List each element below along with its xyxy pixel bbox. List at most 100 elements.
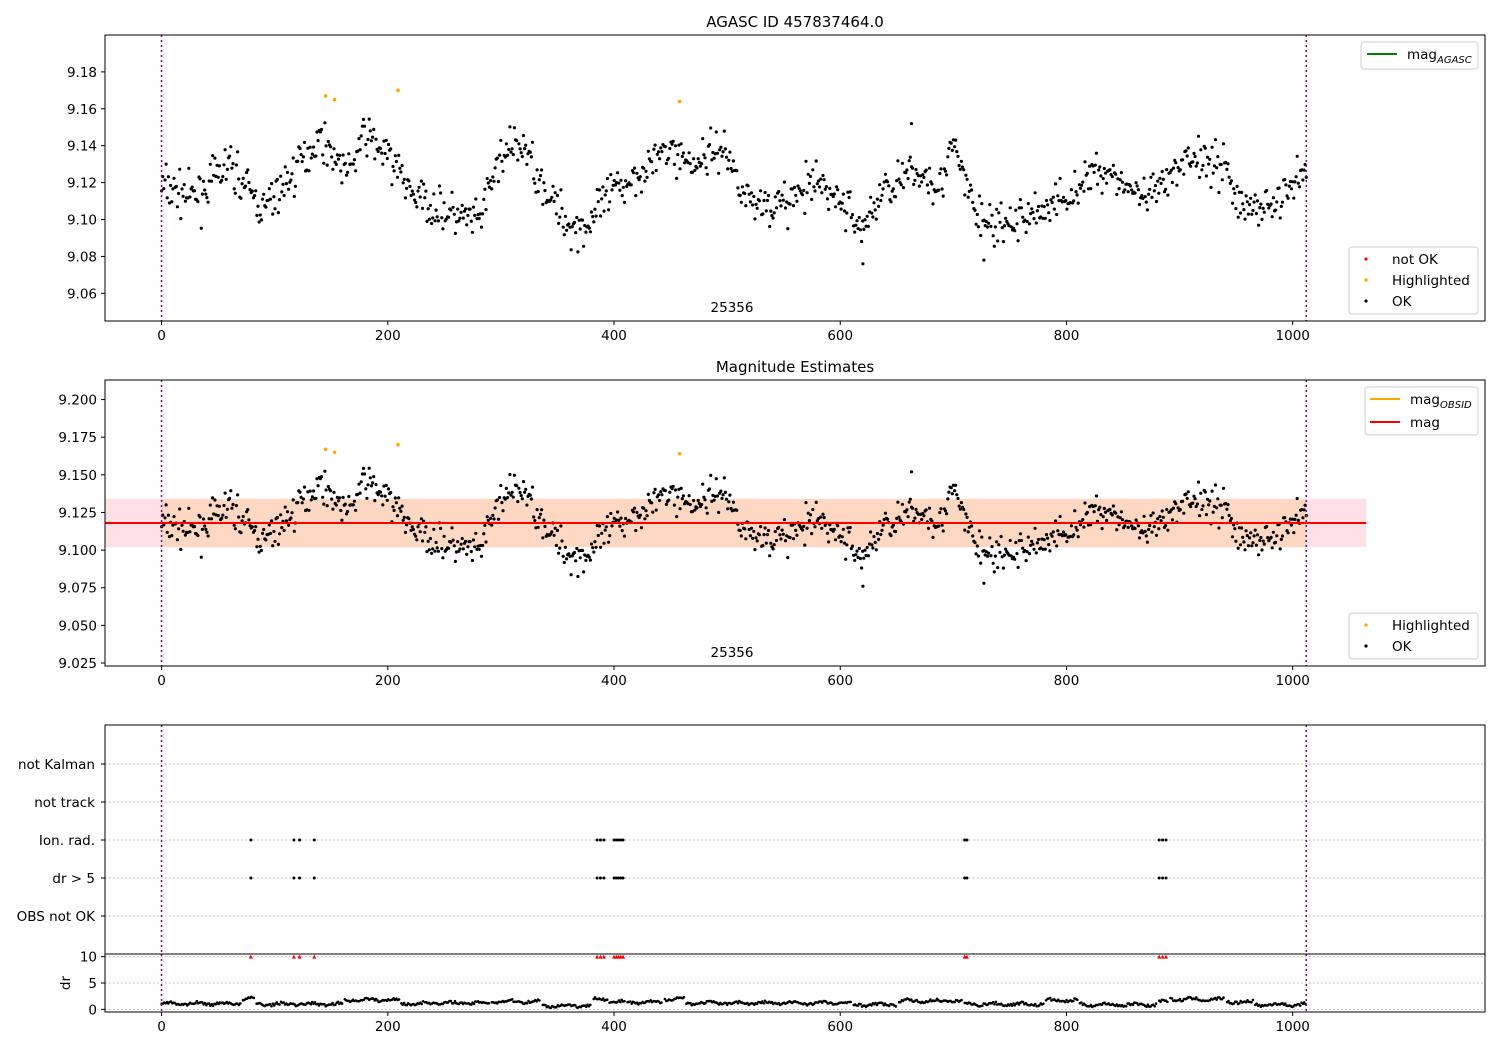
ok-point <box>347 494 351 499</box>
ok-point <box>1203 490 1207 494</box>
ok-point <box>549 198 553 202</box>
ok-point <box>181 194 185 198</box>
ok-point <box>209 517 214 521</box>
ok-point <box>181 529 185 533</box>
ok-point <box>664 502 669 506</box>
ok-point <box>198 515 202 519</box>
dr-point <box>252 996 256 1000</box>
x-tick-label: 1000 <box>1276 1019 1310 1035</box>
ok-point <box>1105 518 1109 523</box>
ok-point <box>688 502 692 507</box>
ok-point <box>701 137 705 141</box>
ok-point <box>519 494 523 498</box>
ok-point <box>478 212 482 216</box>
ok-point <box>434 540 438 545</box>
dr-point <box>605 998 609 1001</box>
ok-point <box>764 541 768 545</box>
ok-point <box>487 185 491 189</box>
flag-point <box>1161 876 1165 880</box>
ok-point <box>1026 202 1030 206</box>
ok-point <box>987 221 991 225</box>
ok-point <box>419 179 423 183</box>
ok-point <box>381 503 385 507</box>
ok-point <box>681 151 686 155</box>
ok-point <box>403 196 408 200</box>
ok-point <box>1002 224 1007 228</box>
ok-point <box>578 227 582 231</box>
ok-point <box>1152 189 1156 193</box>
ok-point <box>372 127 376 131</box>
ok-point <box>542 181 546 185</box>
ok-point <box>525 503 529 507</box>
ok-point <box>203 188 207 192</box>
ok-point <box>1076 535 1080 539</box>
dr-point <box>953 1000 956 1004</box>
ok-point <box>904 171 908 175</box>
ok-point <box>1249 531 1253 535</box>
flag-point <box>292 838 296 842</box>
ok-point <box>822 178 826 182</box>
ok-point <box>340 518 344 522</box>
ok-point <box>866 224 871 228</box>
ok-point <box>519 151 523 155</box>
ok-point <box>695 506 699 510</box>
ok-point <box>821 173 825 178</box>
ok-point <box>457 219 461 223</box>
dr-point <box>724 1001 728 1005</box>
ok-point <box>698 164 703 168</box>
ok-point <box>709 473 713 477</box>
x-tick-label: 0 <box>157 1019 166 1035</box>
ok-point <box>668 146 672 151</box>
ok-point <box>1181 499 1185 503</box>
ok-point <box>205 196 209 200</box>
flag-point <box>619 876 623 880</box>
ok-point <box>820 191 824 195</box>
ok-point <box>1149 175 1153 179</box>
ok-point <box>1085 510 1089 515</box>
ok-point <box>906 515 910 519</box>
dr-point <box>397 998 401 1001</box>
ok-point <box>582 244 586 248</box>
ok-point <box>301 497 305 501</box>
dr-point <box>449 999 453 1003</box>
ok-point <box>658 157 662 161</box>
ok-point <box>183 533 187 537</box>
ok-point <box>206 200 210 204</box>
ok-point <box>322 502 326 506</box>
ok-point <box>271 212 275 216</box>
ok-point <box>365 154 369 158</box>
ok-point <box>363 124 367 128</box>
ok-point <box>360 472 364 476</box>
ok-point <box>1184 492 1188 496</box>
ok-point <box>960 165 965 169</box>
ok-point <box>1293 180 1297 184</box>
ok-point <box>361 117 366 121</box>
ok-point <box>984 219 988 224</box>
y-tick-label: 0 <box>88 1002 97 1018</box>
ok-point <box>667 156 671 160</box>
ok-point <box>554 543 559 548</box>
ok-point <box>254 189 258 193</box>
ok-point <box>1283 516 1287 520</box>
panel2-x-ticks: 0 200 400 600 800 1000 <box>157 666 1310 689</box>
ok-point <box>1297 185 1302 189</box>
ok-point <box>658 498 662 503</box>
ok-point <box>1169 168 1173 172</box>
ok-point <box>397 153 401 157</box>
ok-point <box>977 529 982 533</box>
ok-point <box>1153 184 1157 188</box>
ok-point <box>633 166 637 170</box>
ok-point <box>318 130 322 134</box>
ok-point <box>1255 199 1260 203</box>
ok-point <box>296 159 300 163</box>
dr-point <box>1076 998 1079 1002</box>
ok-point <box>891 187 895 191</box>
ok-point <box>1193 154 1197 159</box>
ok-point <box>791 537 796 541</box>
ok-point <box>1249 196 1253 200</box>
dr-point <box>270 1004 273 1008</box>
ok-point <box>233 191 237 195</box>
ok-point <box>783 539 788 543</box>
ok-point <box>1076 201 1080 205</box>
ok-point <box>848 526 852 530</box>
